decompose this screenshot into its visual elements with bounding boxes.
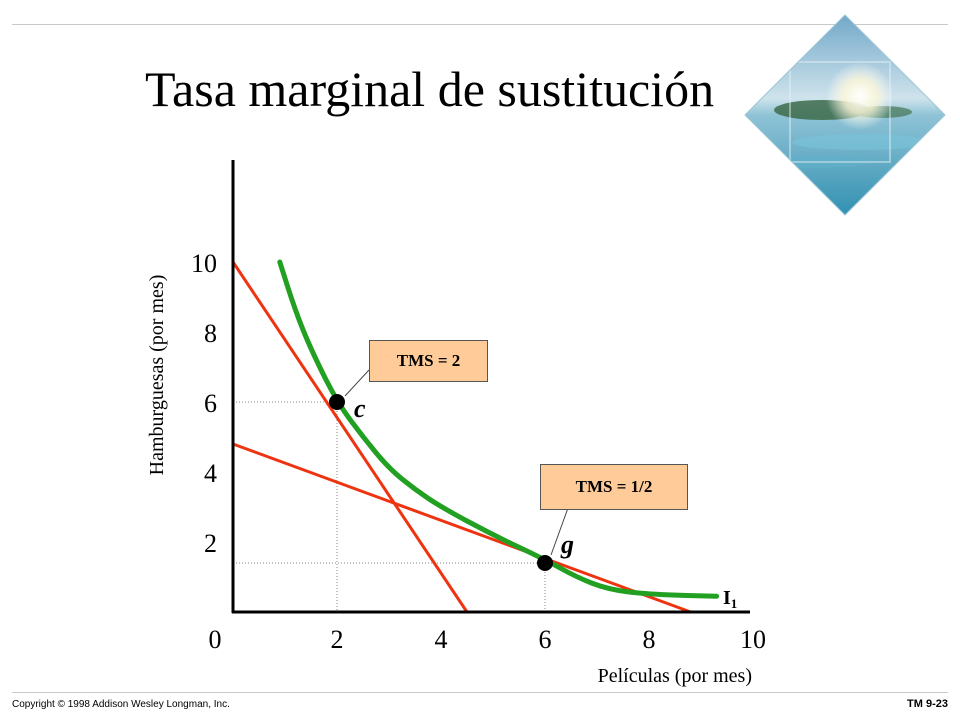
- y-tick-label: 2: [204, 529, 217, 558]
- mrs-callout-g: TMS = 1/2: [540, 464, 688, 510]
- x-tick-label: 4: [435, 625, 448, 654]
- y-tick-label: 8: [204, 319, 217, 348]
- y-tick-label: 10: [191, 249, 217, 278]
- callout-leader-c: [344, 369, 370, 397]
- curve-label: I1: [723, 587, 737, 611]
- point-c: [329, 394, 345, 410]
- mrs-callout-c: TMS = 2: [369, 340, 488, 382]
- point-g: [537, 555, 553, 571]
- tangent-line-1: [231, 261, 469, 613]
- y-tick-label: 6: [204, 389, 217, 418]
- x-axis-label: Películas (por mes): [598, 665, 752, 687]
- copyright-text: Copyright © 1998 Addison Wesley Longman,…: [12, 699, 230, 710]
- y-tick-label: 4: [204, 459, 217, 488]
- x-tick-label: 2: [331, 625, 344, 654]
- x-tick-label: 0: [209, 625, 222, 654]
- y-axis-label: Hamburguesas (por mes): [146, 275, 168, 476]
- tangent-line-2: [232, 442, 692, 614]
- x-tick-label: 6: [539, 625, 552, 654]
- bottom-rule: [12, 692, 948, 693]
- top-rule: [12, 24, 948, 25]
- slide-number: TM 9-23: [907, 698, 948, 710]
- indifference-curve: [277, 259, 720, 599]
- x-tick-label: 8: [643, 625, 656, 654]
- slide-title: Tasa marginal de sustitución: [145, 61, 715, 117]
- point-label-c: c: [354, 394, 366, 423]
- point-label-g: g: [560, 530, 574, 559]
- x-tick-label: 10: [740, 625, 766, 654]
- tropical-island-image: [742, 12, 948, 218]
- callout-leader-g: [550, 507, 569, 556]
